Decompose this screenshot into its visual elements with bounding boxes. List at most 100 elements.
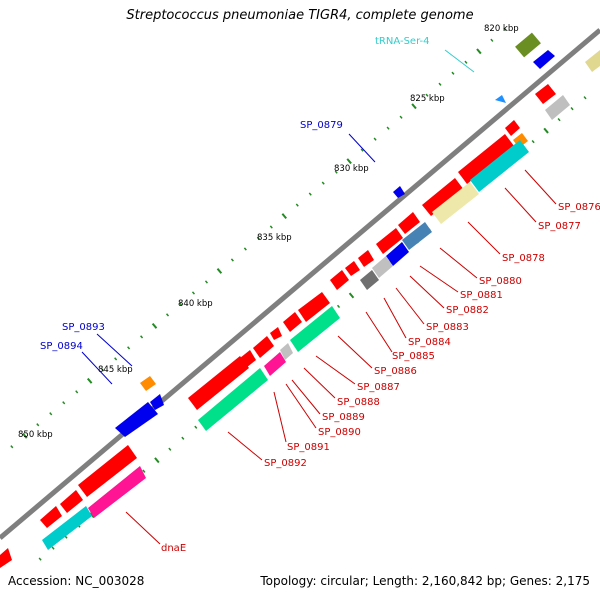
gene-label-sp0894: SP_0894 [40,341,83,352]
cds-magenta-1 [264,352,286,376]
gene-label-sp0888: SP_0888 [337,397,380,408]
gene-red-9 [330,270,349,290]
kbp-tick [194,425,198,429]
topology-text: Topology: circular; Length: 2,160,842 bp… [260,574,590,588]
gene-label-sp0880: SP_0880 [479,276,522,287]
cds-cyan-2 [42,506,92,550]
gene-red-2 [505,120,520,136]
feature-blue-830 [393,186,405,198]
kbp-tick [142,469,146,473]
gene-label-sp0891: SP_0891 [287,442,330,453]
kbp-tick [204,280,208,284]
kbp-tick [308,192,312,196]
gene-label-sp0889: SP_0889 [322,412,365,423]
kbp-tick [36,423,40,427]
kbp-tick [168,447,172,451]
gene-red-7 [358,250,374,267]
gene-label-sp0882: SP_0882 [446,305,489,316]
kbp-tick [425,93,429,97]
gene-label-sp0887: SP_0887 [357,382,400,393]
cds-blue [386,242,409,266]
kbp-tick [51,546,55,550]
gene-label-sp0883: SP_0883 [426,322,469,333]
kbp-tick [216,268,223,274]
kbp-tick [476,48,482,55]
kbp-tick [38,557,42,561]
gene-label-sp0877: SP_0877 [538,221,581,232]
kbp-tick [256,236,260,240]
kbp-tick [346,158,352,165]
kbp-tick [490,38,494,42]
cds-grey-1 [545,95,570,120]
kbp-label-835: 835 kbp [257,233,292,243]
kbp-tick [295,203,299,207]
kbp-tick [178,302,183,306]
gene-label-sp0879: SP_0879 [300,120,343,131]
cds-khaki-2 [432,182,479,224]
feature-olive [515,32,541,58]
gene-red-19 [0,548,12,568]
kbp-label-850: 850 kbp [18,430,53,440]
kbp-tick [22,432,28,439]
kbp-label-845: 845 kbp [98,365,133,375]
kbp-labels: 820 kbp 825 kbp 830 kbp 835 kbp 840 kbp … [18,24,519,440]
gene-red-16 [78,445,137,497]
cds-lightgrey-2 [280,343,293,360]
gene-red-18 [40,506,62,528]
cds-magenta-2 [88,466,146,518]
cds-green-1 [290,306,340,352]
gene-red-13 [253,336,274,358]
map-title: Streptococcus pneumoniae TIGR4, complete… [126,8,474,23]
genome-backbone [0,28,600,540]
kbp-label-840: 840 kbp [178,299,213,309]
gene-label-sp0884: SP_0884 [408,337,451,348]
kbp-label-820: 820 kbp [484,24,519,34]
gene-label-trna: tRNA-Ser-4 [375,36,430,47]
gene-label-dnae: dnaE [161,543,186,554]
kbp-tick [151,322,158,329]
kbp-tick [336,304,341,309]
kbp-tick [411,103,417,110]
kbp-tick [557,118,561,122]
cds-darkgrey [360,270,379,290]
gene-label-sp0892: SP_0892 [264,458,307,469]
kbp-tick [360,148,364,152]
kbp-tick [75,390,79,394]
accession-text: Accession: NC_003028 [8,574,145,588]
gene-red-5 [398,212,420,234]
kbp-tick [269,225,273,229]
gene-label-sp0885: SP_0885 [392,351,435,362]
gene-red-6 [376,228,403,254]
gene-red-4 [422,178,464,216]
kbp-tick [86,377,93,384]
kbp-tick [281,213,287,219]
gene-label-sp0881: SP_0881 [460,290,503,301]
kbp-tick [334,170,338,174]
gene-label-sp0886: SP_0886 [374,366,417,377]
kbp-tick [348,292,355,299]
feature-blue-820 [533,50,555,69]
gene-label-sp0890: SP_0890 [318,427,361,438]
kbp-tick [399,115,403,119]
kbp-tick [570,107,574,111]
kbp-tick [451,71,455,75]
kbp-tick [503,27,507,31]
features-outer [0,32,600,568]
kbp-label-830: 830 kbp [334,164,369,174]
kbp-tick [165,313,170,317]
kbp-tick [181,436,185,440]
kbp-tick [10,445,14,449]
feature-orange-845 [140,376,156,391]
leader-lines [81,49,557,545]
kbp-tick [127,346,131,350]
gene-red-3 [458,134,514,184]
gene-red-12 [270,327,282,340]
cds-khaki-1 [585,50,600,72]
cds-cyan-1 [470,140,529,192]
gene-red-10 [298,292,330,322]
gene-label-sp0878: SP_0878 [502,253,545,264]
feature-trna [495,95,506,103]
kbp-tick [243,247,247,251]
cds-lightgrey [372,256,393,278]
